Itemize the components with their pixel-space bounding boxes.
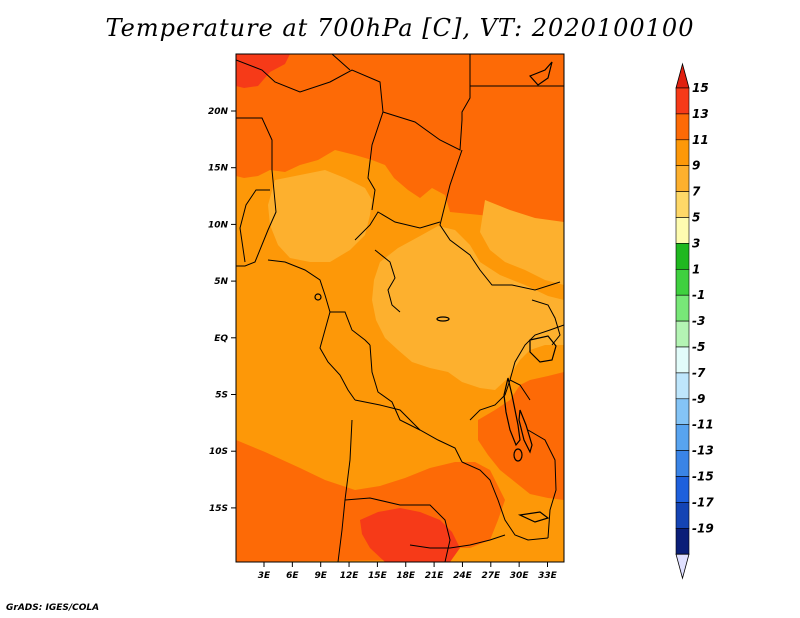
- colorbar-label: 11: [692, 133, 709, 147]
- colorbar: 15 13 11 9 7 5 3 1 -1 -3 -5 -7 -9 -11 -13 -15 -17 -19: [675, 62, 714, 580]
- colorbar-label: 15: [692, 81, 709, 95]
- colorbar-label: -5: [692, 340, 705, 354]
- lon-tick-label: 6E: [286, 571, 299, 581]
- map-title: Temperature at 700hPa [C], VT: 202010010…: [105, 14, 695, 42]
- lat-tick-label: 15S: [209, 504, 228, 514]
- colorbar-label: -7: [692, 366, 706, 380]
- colorbar-label: 5: [692, 211, 700, 225]
- colorbar-label: 7: [692, 185, 701, 199]
- colorbar-box: [675, 320, 690, 348]
- colorbar-box: [675, 450, 690, 477]
- colorbar-label: -17: [692, 495, 714, 509]
- lat-tick-label: 10S: [209, 447, 228, 457]
- latitude-axis: 20N 15N 10N 5N EQ 5S 10S 15S: [208, 107, 236, 514]
- colorbar-box: [675, 346, 690, 374]
- lat-tick-label: EQ: [214, 334, 228, 344]
- lon-tick-label: 9E: [314, 571, 327, 581]
- lon-tick-label: 27E: [481, 571, 501, 581]
- colorbar-label: 9: [692, 159, 700, 173]
- colorbar-box: [675, 217, 690, 244]
- field-7-9-central: [372, 226, 564, 390]
- field-7-9-east: [480, 200, 564, 285]
- colorbar-box: [675, 372, 690, 400]
- colorbar-box: [675, 113, 690, 141]
- lon-tick-label: 24E: [453, 571, 473, 581]
- colorbar-box: [675, 191, 690, 218]
- country-borders: [236, 54, 564, 562]
- colorbar-box: [675, 139, 690, 167]
- lon-tick-label: 21E: [425, 571, 445, 581]
- colorbar-box: [675, 424, 690, 451]
- lon-tick-label: 18E: [396, 571, 416, 581]
- colorbar-box: [675, 294, 690, 322]
- colorbar-bottom-arrow: [675, 553, 690, 580]
- map-frame: [235, 53, 565, 563]
- colorbar-box: [675, 268, 690, 296]
- colorbar-box: [675, 476, 690, 503]
- longitude-axis: 3E 6E 9E 12E 15E 18E 21E 24E 27E 30E 33E: [258, 562, 558, 581]
- colorbar-label: 1: [692, 262, 700, 276]
- colorbar-label: -15: [692, 470, 714, 484]
- lat-tick-label: 20N: [208, 107, 229, 117]
- colorbar-top-arrow: [675, 62, 690, 89]
- colorbar-box: [675, 398, 690, 425]
- colorbar-box: [675, 243, 690, 270]
- colorbar-box: [675, 502, 690, 529]
- colorbar-label: 3: [692, 236, 700, 250]
- colorbar-box: [675, 165, 690, 192]
- colorbar-box: [675, 527, 690, 555]
- temperature-field: [236, 54, 564, 562]
- lon-tick-label: 12E: [340, 571, 360, 581]
- lat-tick-label: 5N: [214, 277, 228, 287]
- colorbar-label: -19: [692, 521, 714, 535]
- footer-credit: GrADS: IGES/COLA: [6, 603, 100, 613]
- lat-tick-label: 10N: [208, 220, 229, 230]
- field-11-13-east: [478, 372, 564, 500]
- field-7-9-west: [268, 170, 372, 262]
- lon-tick-label: 30E: [510, 571, 530, 581]
- colorbar-label: -11: [692, 418, 714, 432]
- colorbar-label: 13: [692, 107, 709, 121]
- lat-tick-label: 15N: [208, 164, 229, 174]
- lat-tick-label: 5S: [215, 391, 228, 401]
- colorbar-label: -9: [692, 392, 705, 406]
- lon-tick-label: 3E: [258, 571, 271, 581]
- colorbar-label: -13: [692, 444, 714, 458]
- field-11-13-north: [236, 54, 564, 230]
- colorbar-label: -3: [692, 314, 705, 328]
- lon-tick-label: 15E: [368, 571, 388, 581]
- lon-tick-label: 33E: [538, 571, 558, 581]
- colorbar-label: -1: [692, 288, 705, 302]
- colorbar-box: [675, 87, 690, 115]
- lakes: [314, 61, 557, 523]
